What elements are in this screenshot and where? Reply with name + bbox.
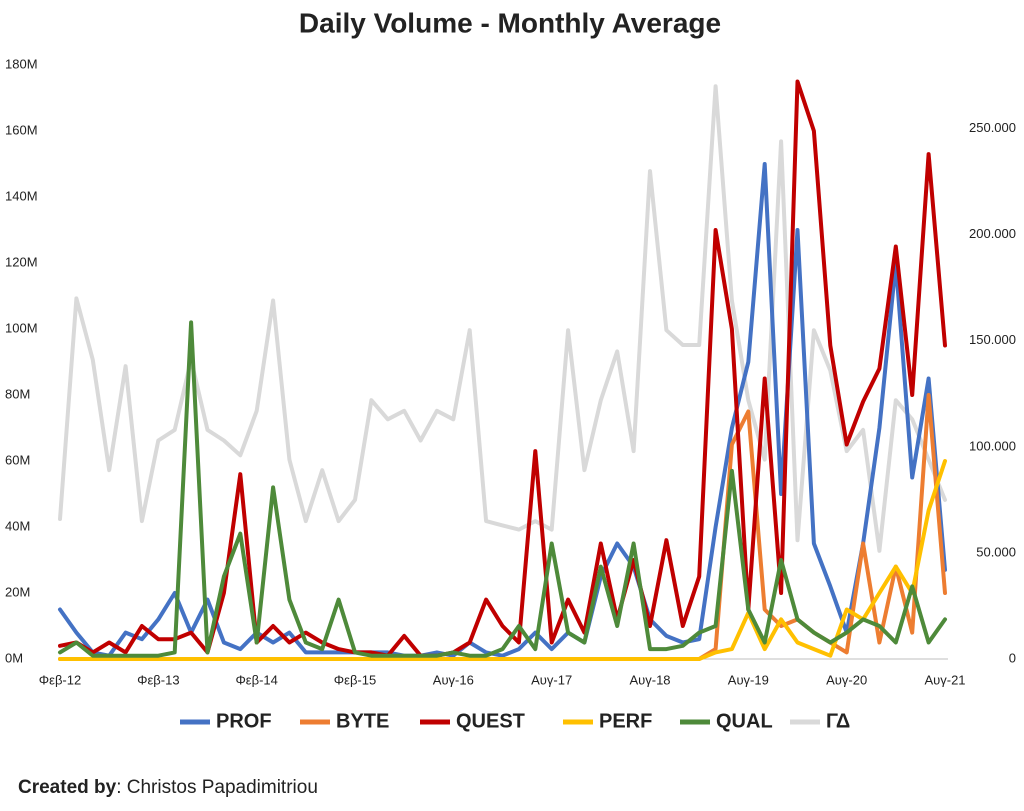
- legend-label: QUAL: [716, 710, 773, 732]
- x-tick-label: Αυγ-21: [924, 672, 965, 687]
- x-tick-label: Αυγ-18: [629, 672, 670, 687]
- y2-tick-label: 150.000: [969, 332, 1016, 347]
- y2-tick-label: 200.000: [969, 226, 1016, 241]
- y-tick-label: 120M: [5, 254, 38, 269]
- y-tick-label: 180M: [5, 56, 38, 71]
- x-tick-label: Φεβ-15: [334, 672, 376, 687]
- y-tick-label: 60M: [5, 452, 30, 467]
- y2-tick-label: 250.000: [969, 120, 1016, 135]
- credit-label: Created by: [18, 777, 117, 798]
- x-tick-label: Αυγ-16: [433, 672, 474, 687]
- y-tick-label: 160M: [5, 122, 38, 137]
- y2-tick-label: 50.000: [976, 544, 1016, 559]
- line-series: [58, 84, 947, 553]
- legend-label: QUEST: [456, 710, 525, 732]
- y-tick-label: 100M: [5, 320, 38, 335]
- legend-label: PROF: [216, 710, 272, 732]
- y-tick-label: 20M: [5, 584, 30, 599]
- legend-label: BYTE: [336, 710, 389, 732]
- credit-name: : Christos Papadimitriou: [116, 777, 318, 798]
- legend-label: PERF: [599, 710, 652, 732]
- line-series: [58, 459, 947, 661]
- x-tick-label: Φεβ-13: [137, 672, 179, 687]
- credit: Created by: Christos Papadimitriou: [18, 777, 318, 798]
- x-tick-label: Αυγ-19: [728, 672, 769, 687]
- x-tick-label: Αυγ-20: [826, 672, 867, 687]
- x-tick-label: Φεβ-12: [39, 672, 81, 687]
- y2-tick-label: 0: [1009, 650, 1016, 665]
- y-tick-label: 40M: [5, 518, 30, 533]
- y2-tick-label: 100.000: [969, 438, 1016, 453]
- y-tick-label: 80M: [5, 386, 30, 401]
- x-tick-label: Φεβ-14: [235, 672, 277, 687]
- y-tick-label: 140M: [5, 188, 38, 203]
- chart-title: Daily Volume - Monthly Average: [299, 7, 721, 38]
- line-series: [58, 320, 947, 658]
- x-tick-label: Αυγ-17: [531, 672, 572, 687]
- line-series: [58, 162, 947, 658]
- legend-label: ΓΔ: [826, 710, 850, 732]
- y-tick-label: 0M: [5, 650, 23, 665]
